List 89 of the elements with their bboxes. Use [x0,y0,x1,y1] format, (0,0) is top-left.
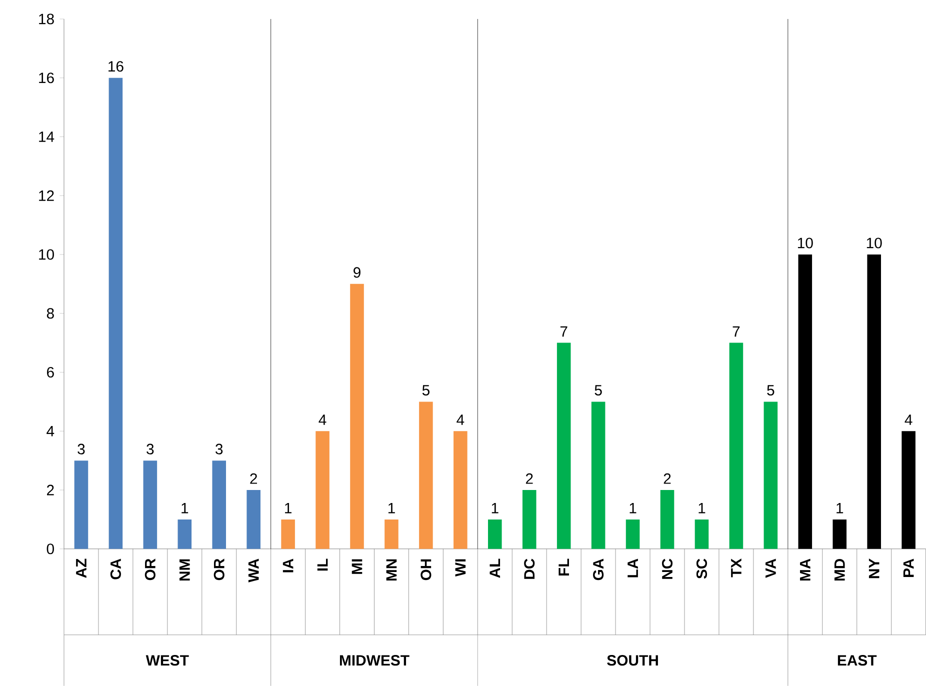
x-tick-label: WI [455,559,466,577]
x-tick-label: NM [180,559,190,581]
x-tick-label: FL [558,558,569,576]
data-label: 7 [560,326,568,337]
data-label: 16 [108,61,124,72]
x-tick-label: IA [282,558,294,572]
y-tick-label: 8 [46,308,54,319]
bar [488,519,502,549]
x-tick-label: NY [868,558,880,578]
bar [764,402,778,549]
data-label: 1 [836,502,844,514]
bar [212,460,226,549]
bar [316,431,330,549]
data-label: 2 [664,473,671,484]
x-tick-label: NC [662,558,673,579]
bar [74,460,88,549]
bar [798,254,812,549]
x-tick-label: IL [317,558,328,571]
bar [694,519,709,549]
bar [143,460,158,549]
data-label: 3 [216,444,223,454]
data-label: 2 [250,473,257,484]
bar [522,490,536,549]
data-label: 5 [594,385,602,396]
data-label: 3 [146,444,154,454]
data-label: 10 [866,238,882,248]
y-tick-label: 6 [47,366,54,378]
text: WEST [146,655,189,666]
x-tick-label: MI [352,559,362,574]
data-label: 1 [182,502,188,514]
bar [246,490,260,549]
bar [867,254,881,549]
bar [556,342,571,549]
data-label: 1 [630,502,636,514]
data-label: 2 [526,473,533,484]
data-label: 10 [798,238,813,248]
bar [178,519,192,549]
bar [660,490,674,549]
data-label: 5 [767,385,774,396]
data-label: 9 [354,267,360,278]
bar [591,402,606,549]
text: SOUTH [607,655,658,666]
bar [626,519,640,549]
data-label: 4 [456,414,464,425]
y-tick-label: 18 [39,14,54,24]
x-tick-label: SC [696,558,708,579]
bar [902,431,916,549]
x-tick-label: VA [766,558,776,578]
bar [350,284,364,549]
x-tick-label: GA [593,558,604,580]
x-tick-label: DC [524,558,535,579]
bar [832,519,847,549]
x-tick-label: PA [903,558,914,577]
x-tick-label: WA [248,558,259,582]
x-tick-label: LA [628,558,638,578]
text: EAST [838,655,877,666]
data-label: 1 [492,502,498,514]
bar [108,78,123,549]
data-label: 4 [904,414,912,425]
x-tick-label: OH [420,559,432,580]
x-tick-label: OR [214,558,224,580]
data-label: 1 [698,502,706,514]
y-tick-label: 4 [46,426,54,436]
x-tick-label: AL [490,558,500,578]
data-label: 1 [285,502,292,514]
data-label: 7 [732,326,740,337]
x-tick-label: TX [731,558,742,578]
bar [384,519,398,549]
y-tick-label: 2 [47,484,54,496]
text: MIDWEST [340,655,410,666]
x-tick-label: CA [110,558,121,580]
x-tick-label: MA [800,558,810,581]
y-tick-label: 16 [39,72,54,84]
bar [454,431,468,549]
data-label: 3 [78,444,85,454]
x-tick-label: MD [834,558,845,581]
bar [281,519,295,549]
x-tick-label: AZ [76,558,86,578]
bar [419,402,433,549]
data-label: 4 [318,414,326,425]
y-tick-label: 12 [39,190,54,201]
x-tick-label: MN [386,559,397,581]
y-tick-label: 10 [39,249,54,260]
bar [729,342,744,549]
data-label: 1 [388,502,395,514]
x-tick-label: OR [144,558,156,580]
y-tick-label: 0 [46,544,54,554]
data-label: 5 [422,385,430,396]
y-tick-label: 14 [39,132,54,142]
